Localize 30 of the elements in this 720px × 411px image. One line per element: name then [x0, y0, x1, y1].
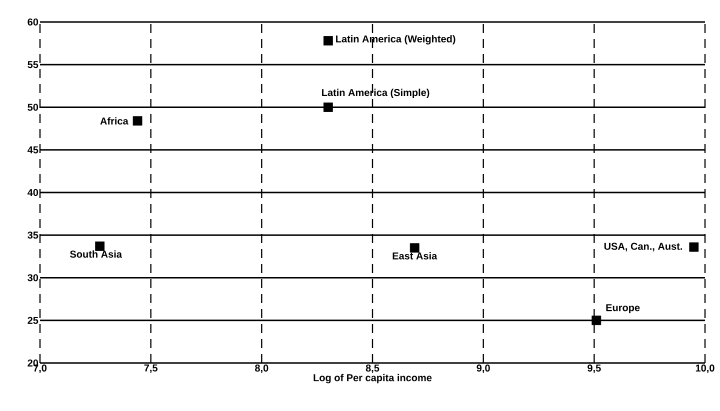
annotation: Africa: [100, 117, 128, 125]
y-tick-label: 20: [28, 359, 38, 367]
annotation: Latin America (Simple): [322, 88, 430, 98]
y-tick-label: 35: [28, 232, 38, 239]
annotation: Europe: [606, 304, 640, 314]
y-tick-label: 25: [28, 316, 38, 324]
x-tick-label: 9,5: [588, 364, 601, 374]
y-tick-label: 55: [28, 61, 38, 68]
x-tick-label: 7,5: [144, 364, 158, 373]
point: [592, 316, 602, 326]
y-tick-label: 60: [28, 18, 38, 26]
point: [323, 102, 333, 112]
x-tick-label: 9,0: [476, 364, 490, 374]
annotation: East Asia: [392, 252, 438, 260]
y-tick-label: 40: [28, 188, 38, 196]
annotation: USA, Can., Aust.: [604, 242, 682, 252]
point: [689, 242, 699, 252]
y-tick-label: 50: [28, 104, 38, 111]
point: [95, 242, 105, 251]
x-tick-label: 8,5: [366, 364, 380, 374]
annotation: South Asia: [70, 250, 122, 258]
x-tick-label: 8,0: [255, 364, 268, 374]
y-tick-label: 30: [28, 274, 38, 282]
point: [132, 116, 142, 126]
y-tick-label: 45: [28, 146, 38, 154]
x-axis-title: Log of Per capita income: [314, 374, 432, 384]
point: [323, 36, 333, 46]
x-tick-label: 10,0: [696, 364, 714, 374]
annotation: Latin America (Weighted): [336, 35, 456, 44]
point: [410, 243, 420, 253]
